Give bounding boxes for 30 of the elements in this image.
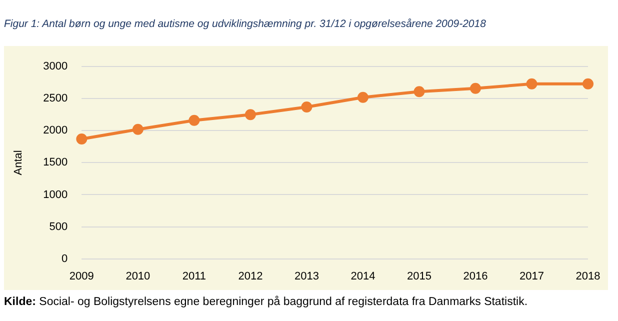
point [301,101,312,112]
point [582,78,594,90]
chart-title: Figur 1: Antal børn og unge med autisme og udviklingshæmning pr. 31/12 i opgørelsesårene 2009-2018 [4,18,486,30]
point [132,124,144,135]
x-tick-label: 2009 [69,270,94,282]
point [244,109,256,120]
y-tick-label: 2000 [43,124,68,137]
x-tick-label: 2015 [406,270,432,282]
y-tick-label: 1000 [43,188,68,201]
point [76,133,88,144]
y-tick-label: 3000 [43,60,68,73]
y-tick-label: 500 [49,220,68,233]
point [526,78,538,90]
y-tick-label: 1500 [43,156,68,169]
x-tick-label: 2012 [238,270,263,282]
text: Kilde: Social- og Boligstyrelsens egne beregninger på baggrund af registerdata fra Danmarks Statistik. [4,296,528,308]
x-tick-label: 2014 [350,270,376,282]
point [188,114,200,126]
point [470,82,481,94]
y-tick-label: 0 [62,252,68,265]
point [357,92,368,103]
x-tick-label: 2013 [294,270,319,282]
x-tick-label: 2018 [576,270,600,282]
x-tick-label: 2017 [520,270,544,282]
point [414,86,425,98]
x-tick-label: 2016 [463,270,488,282]
y-axis-title: Antal [12,150,25,176]
y-tick-label: 2500 [43,92,68,105]
x-tick-label: 2011 [182,270,206,282]
x-tick-label: 2010 [126,270,150,282]
